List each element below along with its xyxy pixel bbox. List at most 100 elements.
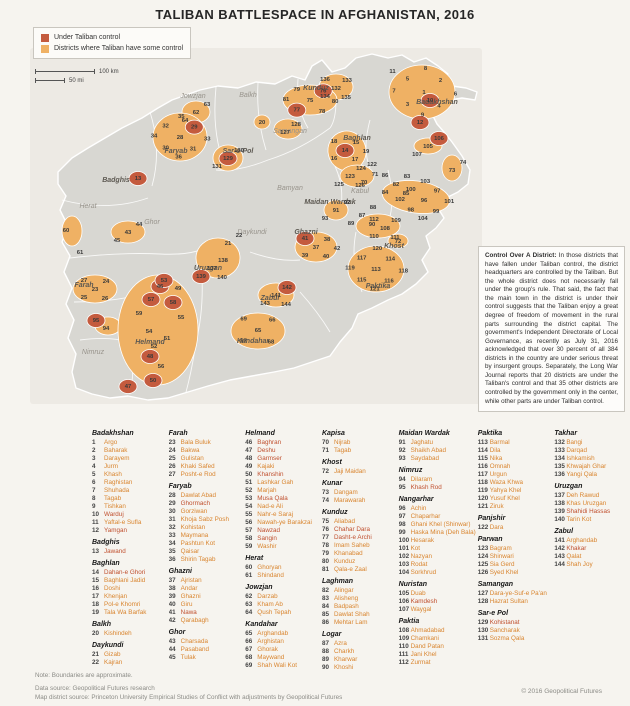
district-name: Nijrab (333, 439, 351, 446)
map-province-label: Helmand (135, 339, 165, 346)
map-district-number: 8 (424, 66, 428, 72)
map-district-number: 56 (158, 364, 165, 370)
map-district-number: 98 (408, 208, 415, 214)
map-district-number: 128 (291, 122, 302, 128)
map-district-number: 85 (403, 191, 410, 197)
district-number: 99 (398, 529, 406, 536)
district-number: 133 (554, 447, 565, 454)
district-list-item: 104Sorkhrud (399, 569, 476, 577)
map-province-label: Zabul (260, 295, 281, 302)
district-list-item: 126Syed Khel (478, 569, 553, 577)
taliban-full-control-area (118, 379, 138, 394)
province-group: Herat 60 Ghoryan 61 Shindand (245, 554, 320, 580)
district-name: Khoshi (333, 664, 354, 671)
district-number: 83 (321, 595, 329, 602)
district-list-item: 142Khakar (554, 545, 629, 553)
map-district-number: 63 (204, 102, 211, 108)
district-name: Raghistan (104, 479, 133, 486)
map-district-number: 28 (177, 135, 184, 141)
district-list-item: 87 Azra (322, 640, 397, 648)
district-list-item: 119 Yahya Khel (478, 487, 553, 495)
district-number: 9 (92, 503, 96, 510)
district-list-item: 75 Aliabad (322, 518, 397, 526)
district-list-item: 106Kamdesh (399, 598, 476, 606)
province-group: Zabul 141Arghandab 142Khakar 143Qalat 144Sha… (554, 527, 629, 569)
district-list-item: 139Shahidi Hassas (554, 508, 629, 516)
province-group: Paktika 113 Barmal 114 Dila 115 Nika 116 Omnah 11… (478, 429, 553, 511)
page-title: TALIBAN BATTLESPACE IN AFGHANISTAN, 2016 (155, 7, 475, 22)
district-name: Kham Ab (257, 601, 283, 608)
province-name: Jowzjan (245, 584, 273, 591)
district-number: 23 (168, 439, 176, 446)
legend-item-full-control: Under Taliban control (41, 32, 183, 43)
district-list-item: 135Khwajah Ghar (554, 463, 629, 471)
district-name: Qaisar (180, 548, 200, 555)
map-district-number: 123 (345, 174, 356, 180)
map-district-number: 117 (357, 255, 367, 261)
district-number: 51 (245, 479, 253, 486)
district-list-item: 26 Khaki Safed (169, 463, 244, 471)
district-number: 103 (398, 561, 410, 568)
district-name: Saydabad (410, 455, 439, 462)
province-name: Daykundi (92, 642, 124, 649)
district-number: 81 (321, 566, 329, 573)
district-name: Sangin (257, 535, 277, 542)
map-district-number: 139 (196, 274, 207, 280)
district-list-item: 79 Khanabad (322, 550, 397, 558)
map-district-number: 1 (422, 90, 426, 96)
district-list-item: 108Ahmadabad (399, 627, 476, 635)
taliban-full-control-area (420, 93, 440, 108)
map-district-number: 37 (313, 245, 320, 251)
district-name: Ghoryan (257, 564, 282, 571)
district-list-item: 65 Arghandab (245, 630, 320, 638)
map-district-number: 67 (240, 338, 247, 344)
district-number: 115 (477, 455, 488, 462)
district-name: Imam Saheb (333, 542, 370, 549)
district-list-item: 25 Gulistan (169, 455, 244, 463)
district-number: 17 (92, 593, 100, 600)
district-list-item: 6 Raghistan (92, 479, 167, 487)
province-group: Helmand 46 Baghran 47 Deshu 48 Garmser 49 Kajaki… (245, 429, 320, 551)
district-name: Chaparhar (410, 513, 441, 520)
district-name: Qala-e Zaal (333, 566, 367, 573)
district-list-item: 88 Charkh (322, 648, 397, 656)
map-district-number: 46 (157, 284, 164, 290)
map-district-number: 52 (151, 344, 158, 350)
district-list-item: 117 Urgun (478, 471, 553, 479)
district-list-item: 52 Marjah (245, 487, 320, 495)
district-name: Pashtun Kot (180, 540, 215, 547)
district-list-item: 133Darqad (554, 447, 629, 455)
district-name: Shah Wali Kot (257, 662, 297, 669)
map-district-number: 96 (421, 198, 428, 204)
province-name: Kandahar (245, 621, 278, 628)
district-number: 45 (168, 654, 176, 661)
map-note: Note: Boundaries are approximate. (35, 672, 133, 679)
map-district-number: 68 (268, 340, 275, 346)
district-name: Shaikh Abad (410, 447, 446, 454)
district-number: 123 (477, 545, 489, 552)
map-province-label: Uruzgan (194, 265, 222, 272)
province-group: Takhar 132Bangi 133Darqad 134Ishkamish 135Kh… (554, 429, 629, 479)
district-list-item: 101Kot (399, 545, 476, 553)
taliban-partial-control-area (195, 237, 241, 279)
district-number: 132 (554, 439, 565, 446)
district-list-item: 125Sia Gerd (478, 561, 553, 569)
district-list-item: 18 Pol-e Khomri (92, 601, 167, 609)
map-district-number: 7 (392, 89, 396, 95)
district-name: Khakar (566, 545, 587, 552)
district-number: 127 (477, 590, 489, 597)
district-number: 131 (477, 635, 489, 642)
district-name: Dand Patan (410, 643, 444, 650)
legend-label-full-control: Under Taliban control (54, 34, 121, 41)
district-name: Yaftal-e Sufla (104, 519, 142, 526)
district-number: 60 (245, 564, 253, 571)
district-number: 7 (92, 487, 96, 494)
district-number: 84 (321, 603, 329, 610)
province-name: Parwan (477, 536, 503, 543)
map-district-number: 33 (204, 136, 211, 142)
district-name: Shahidi Hassas (566, 508, 611, 515)
map-district-number: 13 (135, 176, 142, 182)
district-list-item: 78 Imam Saheb (322, 542, 397, 550)
district-name: Ghani Khel (Shinwar) (410, 521, 471, 528)
map-district-number: 25 (81, 295, 88, 301)
